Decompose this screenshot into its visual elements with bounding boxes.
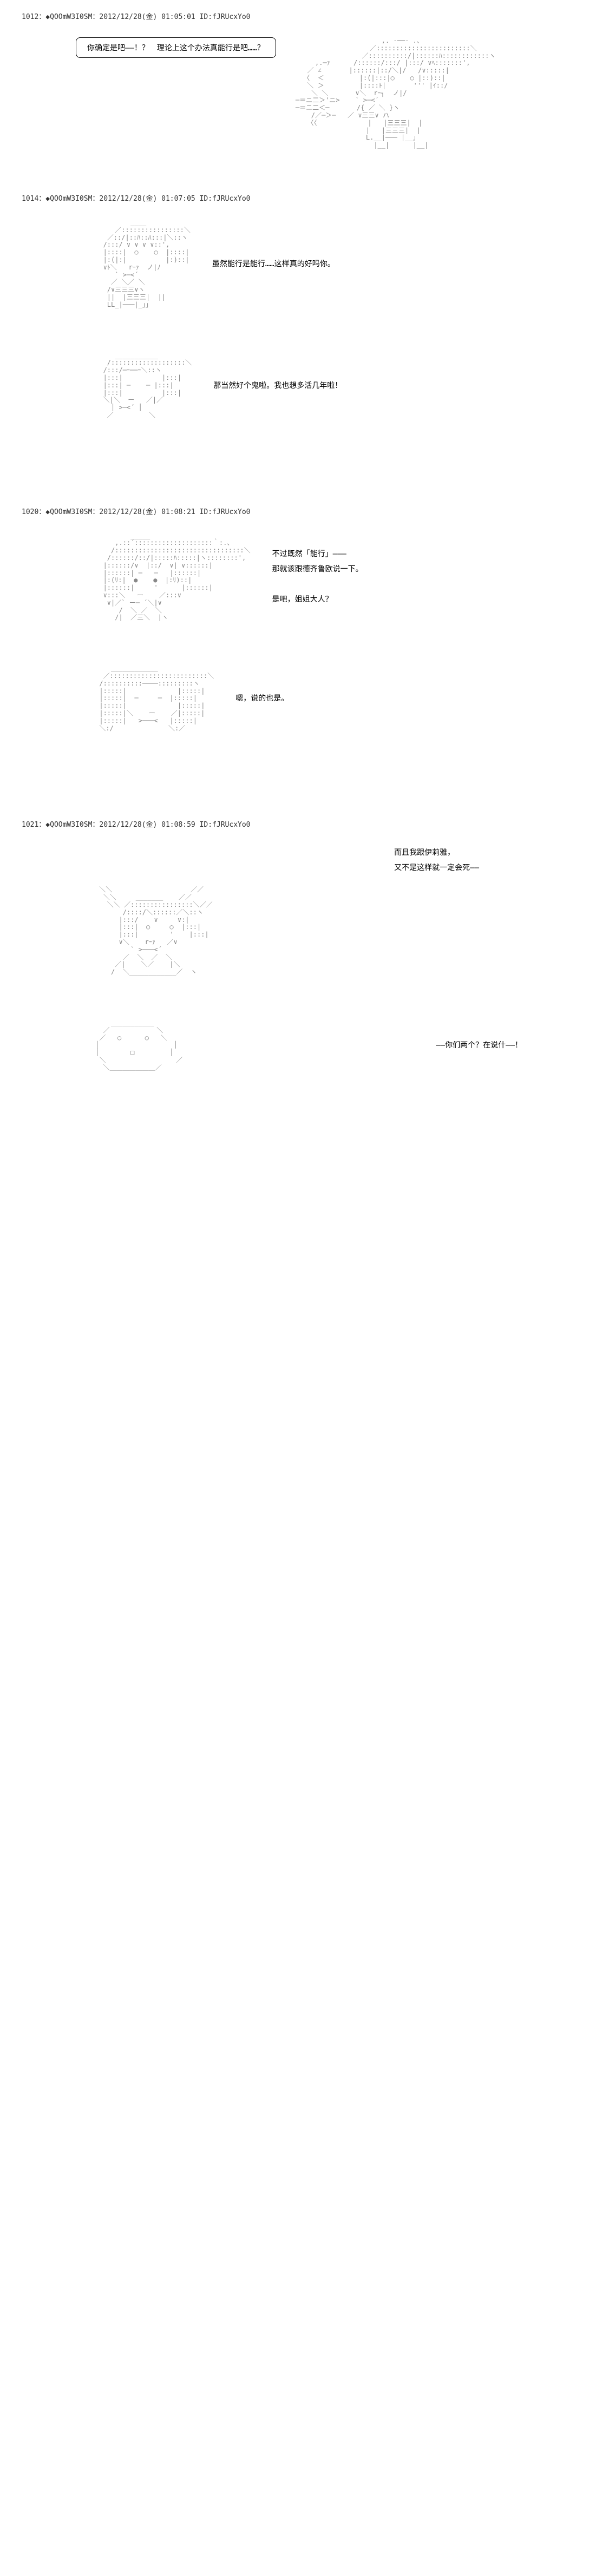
post-header: 1014：◆QOOmW3I0SM：2012/12/28(金) 01:07:05 …: [22, 193, 587, 203]
dialogue-text: 而且我跟伊莉雅， 又不是这样就一定会死——: [394, 845, 479, 875]
ascii-art: ___________ ／ ＼ ／ ○ ○ ＼ │ │ │ □ │ ＼ ／ ＼＿…: [76, 1019, 182, 1072]
forum-post: 1012：◆QOOmW3I0SM：2012/12/28(金) 01:05:01 …: [0, 0, 609, 160]
post-header: 1012：◆QOOmW3I0SM：2012/12/28(金) 01:05:01 …: [22, 11, 587, 21]
ascii-art: ____________ ／:::::::::::::::::::::::::＼…: [76, 665, 214, 732]
post-body: ____ ／::::::::::::::::＼ ／::/|::ﾊ::ﾊ:::|＼…: [22, 219, 587, 419]
post-body: 你确定是吧——！？ 理论上这个办法真能行是吧……？ ,. -──- .、 ／::…: [22, 37, 587, 149]
post-body: 而且我跟伊莉雅， 又不是这样就一定会死—— ＼＼ ／／ ＼＼ _______ ／…: [22, 845, 587, 1071]
forum-post: 1014：◆QOOmW3I0SM：2012/12/28(金) 01:07:05 …: [0, 182, 609, 473]
panel-row: _____ ,.::´::::::::::::::::::::｀:.、 /:::…: [76, 532, 587, 622]
dialogue-text: 那当然好个鬼啦。我也想多活几年啦！: [213, 378, 342, 393]
dialogue-text: ——你们两个？在说什——！: [436, 1038, 587, 1053]
dialogue-text: 虽然能行是能行……这样真的好吗你。: [212, 256, 335, 272]
post-header: 1020：◆QOOmW3I0SM：2012/12/28(金) 01:08:21 …: [22, 506, 587, 516]
speech-bubble: 你确定是吧——！？ 理论上这个办法真能行是吧……？: [76, 37, 276, 58]
ascii-art: ＼＼ ／／ ＼＼ _______ ／／ ＼＼ ／::::::::::::::::…: [76, 886, 213, 976]
ascii-art: _____ ,.::´::::::::::::::::::::｀:.、 /:::…: [76, 532, 251, 622]
panel-row: ____________ ／:::::::::::::::::::::::::＼…: [76, 665, 587, 732]
ascii-art: ,. -──- .、 ／::::::::::::::::::::::::＼ ／:…: [276, 37, 496, 149]
panel-row: ___________ /:::::::::::::::::::＼ /:::/─…: [76, 352, 587, 419]
panel-row: 而且我跟伊莉雅， 又不是这样就一定会死—— ＼＼ ／／ ＼＼ _______ ／…: [76, 845, 587, 976]
panel-row: ____ ／::::::::::::::::＼ ／::/|::ﾊ::ﾊ:::|＼…: [76, 219, 587, 309]
dialogue-text: 嗯，说的也是。: [235, 691, 289, 706]
post-body: _____ ,.::´::::::::::::::::::::｀:.、 /:::…: [22, 532, 587, 733]
post-header: 1021：◆QOOmW3I0SM：2012/12/28(金) 01:08:59 …: [22, 819, 587, 829]
forum-post: 1021：◆QOOmW3I0SM：2012/12/28(金) 01:08:59 …: [0, 808, 609, 1125]
forum-post: 1020：◆QOOmW3I0SM：2012/12/28(金) 01:08:21 …: [0, 495, 609, 787]
dialogue-text: 不过既然「能行」——— 那就该跟德齐鲁欧说一下。 是吧，姐姐大人？: [272, 546, 363, 607]
ascii-art: ___________ /:::::::::::::::::::＼ /:::/─…: [76, 352, 192, 419]
panel-row: ___________ ／ ＼ ／ ○ ○ ＼ │ │ │ □ │ ＼ ／ ＼＿…: [76, 1019, 587, 1072]
ascii-art: ____ ／::::::::::::::::＼ ／::/|::ﾊ::ﾊ:::|＼…: [76, 219, 191, 309]
